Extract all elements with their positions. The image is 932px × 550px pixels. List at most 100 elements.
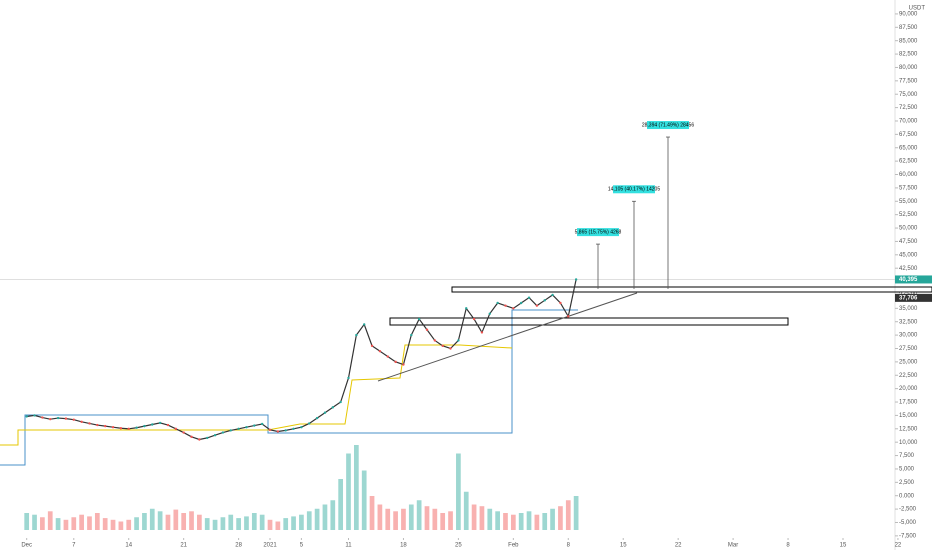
- y-tick-label: 30,000: [899, 333, 918, 339]
- volume-bar: [220, 517, 226, 530]
- price-point: [292, 427, 295, 430]
- volume-bar: [510, 514, 516, 530]
- volume-bar: [550, 508, 555, 530]
- price-point: [504, 304, 507, 307]
- volume-bar: [369, 496, 375, 530]
- price-point: [386, 355, 389, 358]
- price-point: [425, 328, 429, 331]
- price-point: [253, 424, 256, 427]
- volume-bar: [189, 511, 194, 530]
- volume-bar: [408, 504, 414, 530]
- volume-bar: [283, 518, 289, 530]
- volume-bar: [573, 496, 579, 530]
- price-point: [457, 339, 460, 342]
- volume-bar: [87, 516, 92, 530]
- y-tick-label: 77,500: [899, 78, 918, 84]
- x-tick-label: 18: [400, 543, 407, 549]
- y-tick-label: -7,500: [899, 533, 917, 539]
- price-point: [237, 427, 240, 430]
- price-point: [323, 411, 327, 414]
- y-tick-label: 10,000: [899, 440, 918, 446]
- volume-bar: [306, 511, 312, 530]
- volume-bar: [63, 519, 69, 530]
- y-tick-label: 22,500: [899, 373, 918, 379]
- price-tag: [895, 275, 932, 284]
- x-tick-label: Feb: [508, 543, 519, 549]
- price-point: [449, 347, 452, 350]
- price-point: [268, 428, 272, 432]
- price-point: [370, 344, 374, 348]
- y-tick-label: 67,500: [899, 132, 918, 138]
- price-point: [465, 307, 468, 310]
- y-tick-label: 27,500: [899, 346, 918, 352]
- price-point: [378, 349, 382, 353]
- price-point: [512, 307, 515, 310]
- price-point: [72, 418, 75, 421]
- price-point: [433, 339, 437, 342]
- volume-bar: [463, 491, 469, 530]
- volume-bar: [55, 518, 61, 530]
- volume-bar: [385, 508, 391, 530]
- x-tick-label: 5: [300, 543, 304, 549]
- price-point: [213, 434, 217, 437]
- y-tick-label: 57,500: [899, 185, 918, 191]
- volume-bar: [322, 504, 328, 530]
- price-point: [339, 400, 342, 404]
- price-point: [49, 417, 52, 421]
- range-lines: [0, 309, 578, 466]
- y-tick-label: 60,000: [899, 172, 918, 178]
- price-point: [284, 429, 287, 432]
- target-label: 28,394 (71.49%) 28456: [642, 122, 694, 128]
- zone-box: [389, 317, 789, 326]
- volume-bar: [236, 518, 241, 530]
- x-tick-label: 15: [840, 543, 847, 549]
- price-point: [488, 312, 491, 315]
- volume-bar: [102, 518, 108, 530]
- volume-bar: [346, 453, 351, 530]
- volume-bar: [244, 516, 249, 530]
- volume-bar: [24, 513, 30, 530]
- price-point: [496, 301, 499, 305]
- volume-bar: [401, 508, 406, 530]
- x-tick-label: 15: [620, 543, 627, 549]
- price-point: [394, 360, 397, 364]
- volume-bar: [251, 513, 257, 530]
- y-tick-label: 25,000: [899, 359, 918, 365]
- target-box: [647, 121, 689, 130]
- volume-bar: [228, 514, 234, 530]
- price-point: [567, 315, 570, 318]
- volume-bar: [416, 500, 422, 530]
- volume-bar: [361, 470, 367, 530]
- price-point: [527, 296, 531, 299]
- volume-bar: [134, 517, 139, 530]
- price-point: [103, 424, 107, 428]
- price-point: [119, 427, 123, 430]
- volume-bar: [534, 514, 540, 530]
- x-tick-label: Mar: [728, 543, 738, 549]
- volume-bar: [149, 508, 155, 530]
- x-tick-label: 21: [180, 543, 187, 549]
- price-tag-label: 40,395: [899, 277, 918, 283]
- x-tick-label: 11: [345, 543, 352, 549]
- y-tick-label: 75,000: [899, 92, 918, 98]
- volume-bar: [165, 514, 171, 530]
- volume-bar: [259, 514, 265, 530]
- yellow-lines: [0, 344, 513, 446]
- y-tick-label: 82,500: [899, 52, 918, 58]
- price-point: [519, 301, 523, 305]
- y-tick-label: 50,000: [899, 226, 918, 232]
- target-label: 5,865 (15.75%) 4268: [575, 229, 622, 235]
- volume-bar: [47, 511, 53, 530]
- volume-bar: [299, 514, 304, 530]
- x-tick-label: 8: [786, 543, 790, 549]
- price-point: [135, 426, 138, 429]
- volume-bar: [440, 513, 446, 530]
- volume-bar: [204, 518, 210, 530]
- price-point: [190, 435, 193, 439]
- x-tick-label: 25: [455, 543, 462, 549]
- volume-bar: [518, 513, 524, 530]
- y-tick-label: 47,500: [899, 239, 918, 245]
- y-tick-label: 20,000: [899, 386, 918, 392]
- price-point: [166, 423, 170, 427]
